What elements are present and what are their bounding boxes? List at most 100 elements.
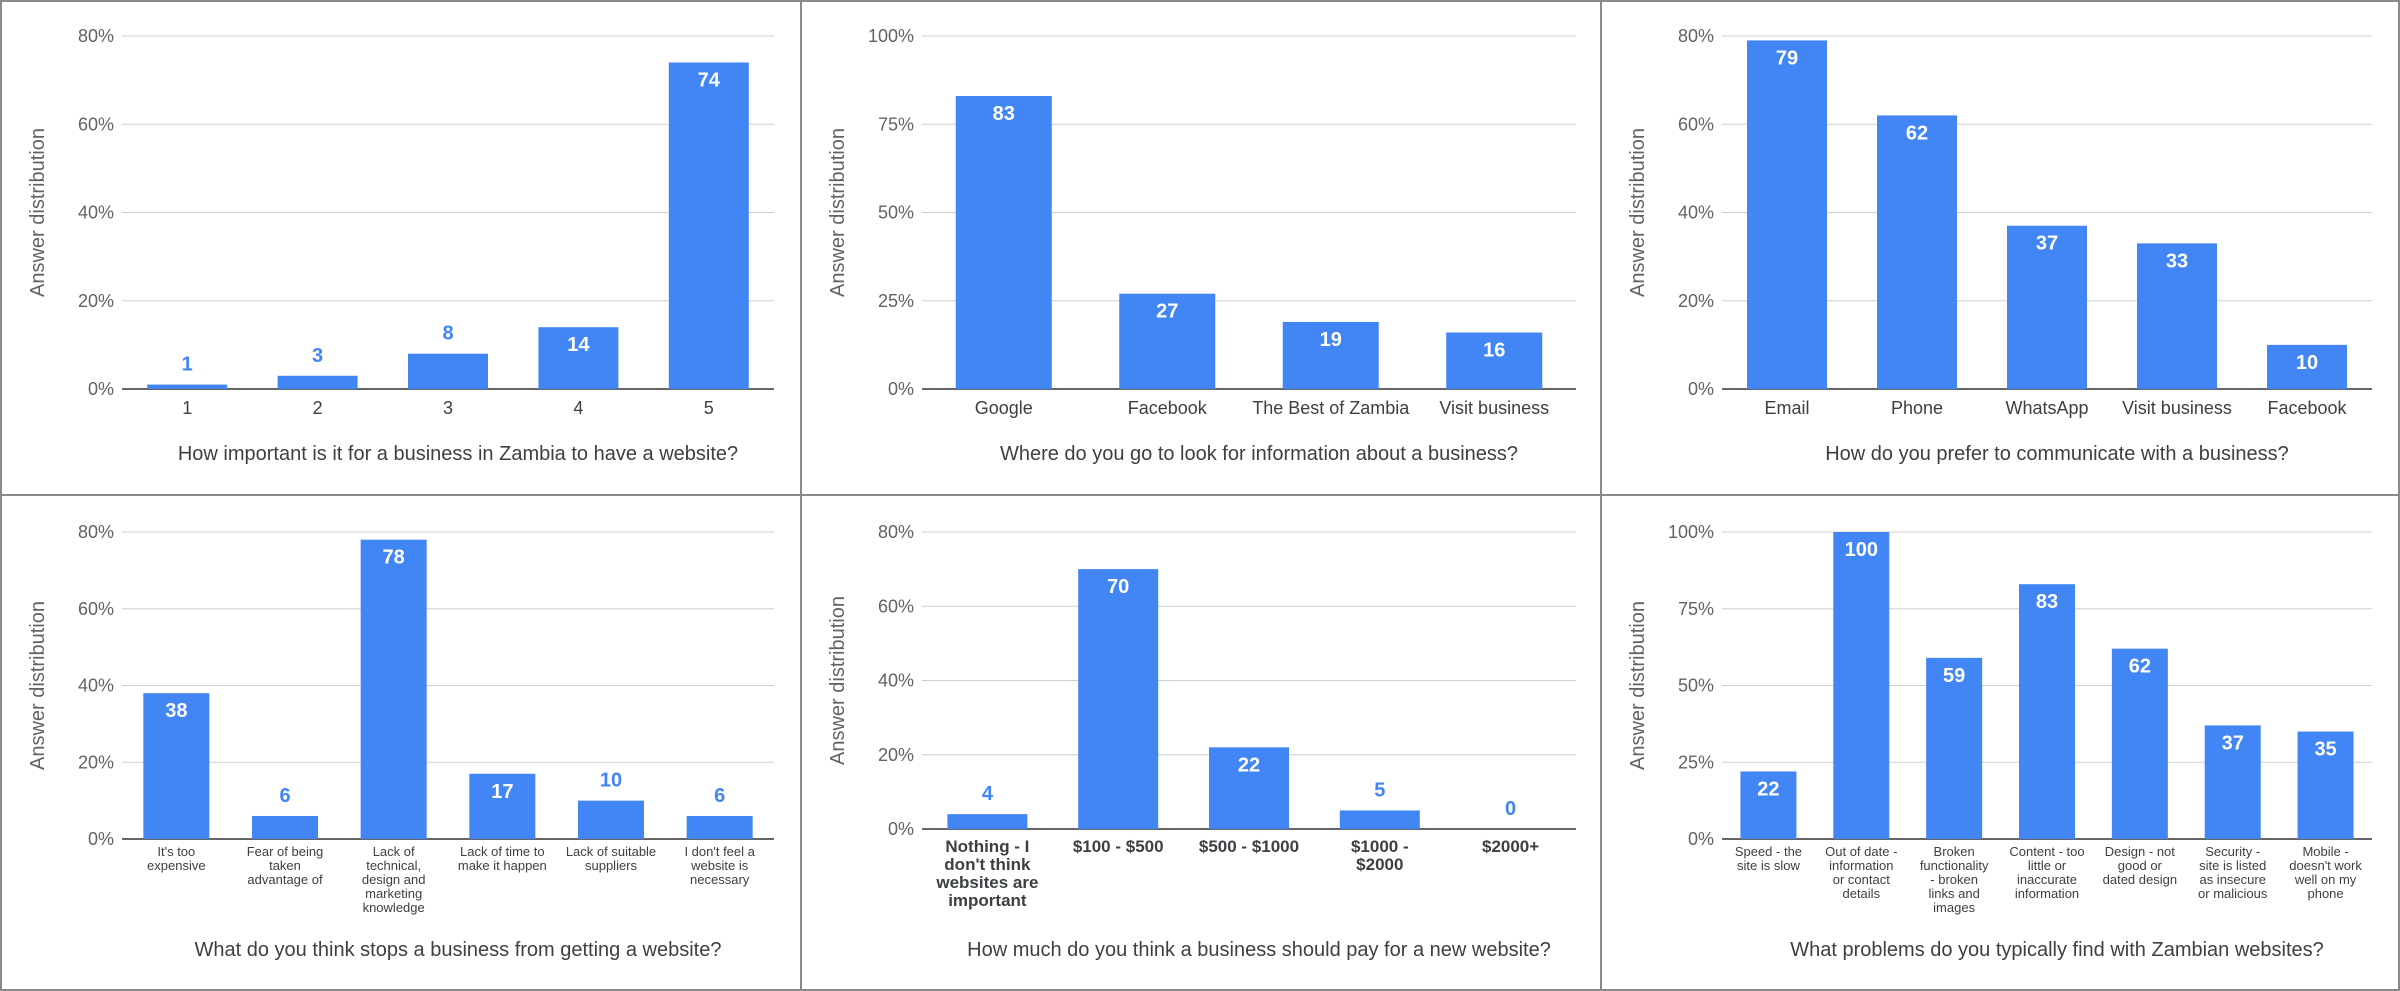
category-label: 5	[704, 398, 714, 418]
category-label: Facebook	[2267, 398, 2347, 418]
data-label: 17	[491, 781, 513, 803]
data-label: 3	[312, 345, 323, 367]
y-tick-label: 20%	[78, 752, 114, 772]
bar	[2267, 344, 2347, 389]
y-axis-label: Answer distribution	[27, 128, 49, 297]
y-tick-label: 80%	[78, 26, 114, 46]
data-label: 74	[698, 69, 721, 91]
bar	[1119, 293, 1216, 389]
data-label: 1	[182, 354, 193, 376]
bar	[668, 62, 749, 389]
category-label: Lack of technical, design and marketing know…	[362, 844, 426, 915]
chart-svg-barriers: 0% 20% 40% 60% 80% Answer distribution 38 It's …	[27, 522, 774, 961]
data-label: 19	[1320, 329, 1342, 351]
y-axis-label: Answer distribution	[27, 601, 49, 770]
category-label: 2	[313, 398, 323, 418]
bar	[2204, 725, 2261, 839]
y-axis-label: Answer distribution	[827, 128, 849, 297]
chart-panel-problems: 0% 25% 50% 75% 100% Answer distribution 22 Spee…	[1600, 494, 2400, 991]
data-label: 27	[1156, 301, 1178, 323]
category-label: $100 - $500	[1073, 837, 1164, 856]
bar	[2007, 225, 2087, 389]
y-tick-label: 0%	[888, 379, 914, 399]
category-label: Phone	[1891, 398, 1943, 418]
data-label: 6	[279, 785, 290, 807]
bar	[1747, 40, 1827, 389]
y-tick-label: 80%	[78, 522, 114, 542]
y-tick-label: 80%	[1678, 26, 1714, 46]
data-label: 4	[982, 783, 994, 805]
chart-svg-price: 0% 20% 40% 60% 80% Answer distribution 4 Nothin…	[827, 522, 1576, 961]
category-label: Mobile -doesn't work well on my phone	[2289, 844, 2362, 901]
data-label: 33	[2166, 250, 2188, 272]
y-tick-label: 20%	[878, 745, 914, 765]
bar	[147, 384, 228, 389]
data-label: 22	[1238, 754, 1260, 776]
category-label: WhatsApp	[2005, 398, 2088, 418]
data-label: 14	[567, 334, 590, 356]
bar	[1926, 657, 1983, 839]
category-label: It's too expensive	[147, 844, 206, 873]
bar	[277, 375, 358, 389]
y-tick-label: 60%	[1678, 114, 1714, 134]
data-label: 10	[600, 770, 622, 792]
category-label: Lack of time to make it happen	[458, 844, 547, 873]
y-tick-label: 20%	[1678, 291, 1714, 311]
category-label: Speed - the site is slow	[1735, 844, 1802, 873]
data-label: 83	[993, 103, 1015, 125]
data-label: 78	[383, 547, 405, 569]
chart-title: Where do you go to look for information …	[1000, 443, 1518, 465]
category-label: Design - not good or dated design	[2103, 844, 2177, 887]
chart-svg-communication: 0% 20% 40% 60% 80% Answer distribution 79 Email…	[1627, 26, 2372, 465]
bar	[578, 800, 644, 839]
data-label: 79	[1776, 47, 1798, 69]
data-label: 59	[1943, 665, 1965, 687]
data-label: 62	[1906, 122, 1928, 144]
y-tick-label: 40%	[1678, 203, 1714, 223]
category-label: Fear of being taken advantage of	[247, 844, 324, 887]
data-label: 38	[165, 700, 187, 722]
bar	[1209, 747, 1289, 829]
bar	[360, 539, 427, 839]
chart-title: How much do you think a business should …	[967, 939, 1551, 961]
bar	[1833, 532, 1890, 839]
y-tick-label: 50%	[1678, 676, 1714, 696]
category-label: I don't feel a website is necessary	[684, 844, 755, 887]
category-label: Security -site is listed as insecure or ma…	[2198, 844, 2268, 901]
data-label: 37	[2222, 732, 2244, 754]
y-tick-label: 40%	[878, 671, 914, 691]
data-label: 8	[442, 323, 453, 345]
data-label: 6	[714, 785, 725, 807]
bar	[1877, 115, 1957, 390]
bar	[1446, 332, 1543, 389]
y-tick-label: 75%	[878, 114, 914, 134]
chart-panel-barriers: 0% 20% 40% 60% 80% Answer distribution 38 It's …	[0, 494, 802, 991]
data-label: 0	[1505, 798, 1516, 820]
y-tick-label: 60%	[878, 596, 914, 616]
category-label: Content - too little or inaccurate informat…	[2009, 844, 2084, 901]
data-label: 37	[2036, 233, 2058, 255]
chart-svg-info-source: 0% 25% 50% 75% 100% Answer distribution 83 Goog…	[827, 26, 1576, 465]
data-label: 70	[1107, 576, 1129, 598]
chart-title: How do you prefer to communicate with a …	[1825, 443, 2289, 465]
chart-title: How important is it for a business in Za…	[178, 443, 738, 465]
chart-panel-info-source: 0% 25% 50% 75% 100% Answer distribution 83 Goog…	[800, 0, 1602, 496]
category-label: 1	[182, 398, 192, 418]
y-axis-label: Answer distribution	[1627, 601, 1649, 770]
y-tick-label: 75%	[1678, 599, 1714, 619]
data-label: 35	[2314, 739, 2336, 761]
y-tick-label: 0%	[1688, 379, 1714, 399]
bar	[2111, 648, 2168, 839]
data-label: 5	[1374, 779, 1385, 801]
bar	[2019, 584, 2075, 839]
bar	[947, 814, 1028, 829]
y-tick-label: 20%	[78, 291, 114, 311]
bar	[2137, 243, 2217, 389]
data-label: 16	[1483, 340, 1505, 362]
chart-panel-communication: 0% 20% 40% 60% 80% Answer distribution 79 Email…	[1600, 0, 2400, 496]
category-label: $2000+	[1482, 837, 1539, 856]
category-label: Email	[1764, 398, 1809, 418]
chart-title: What problems do you typically find with…	[1790, 939, 2324, 961]
y-axis-label: Answer distribution	[1627, 128, 1649, 297]
